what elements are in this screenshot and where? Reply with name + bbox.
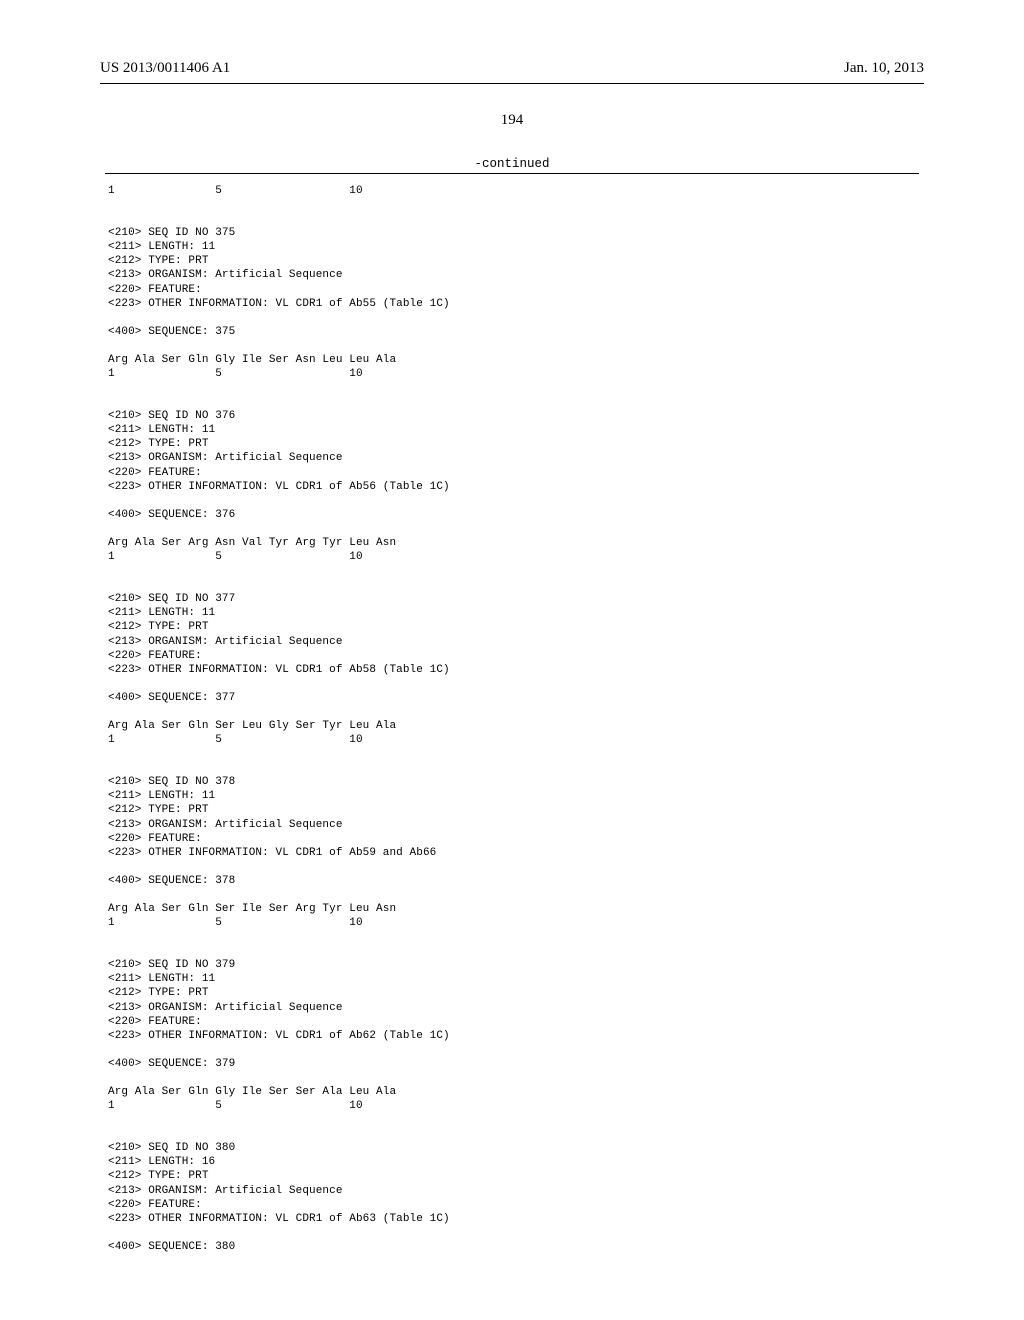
seq-label: <400> SEQUENCE: 380 — [108, 1241, 235, 1253]
seq-length: <211> LENGTH: 11 — [108, 424, 215, 436]
seq-num-10: 10 — [349, 1100, 362, 1112]
seq-length: <211> LENGTH: 11 — [108, 790, 215, 802]
seq-num-10: 10 — [349, 551, 362, 563]
seq-feature: <220> FEATURE: — [108, 833, 202, 845]
residual-num-1: 1 — [108, 185, 115, 197]
seq-num-1: 1 — [108, 368, 115, 380]
seq-id: <210> SEQ ID NO 375 — [108, 227, 235, 239]
seq-num-10: 10 — [349, 917, 362, 929]
seq-residues: Arg Ala Ser Gln Ser Ile Ser Arg Tyr Leu … — [108, 903, 396, 915]
seq-organism: <213> ORGANISM: Artificial Sequence — [108, 819, 343, 831]
seq-num-10: 10 — [349, 368, 362, 380]
seq-label: <400> SEQUENCE: 376 — [108, 509, 235, 521]
header-rule — [100, 83, 924, 84]
seq-residues: Arg Ala Ser Gln Gly Ile Ser Asn Leu Leu … — [108, 354, 396, 366]
seq-other-info: <223> OTHER INFORMATION: VL CDR1 of Ab59… — [108, 847, 436, 859]
seq-feature: <220> FEATURE: — [108, 1016, 202, 1028]
page-number: 194 — [100, 112, 924, 129]
seq-id: <210> SEQ ID NO 379 — [108, 959, 235, 971]
seq-id: <210> SEQ ID NO 377 — [108, 593, 235, 605]
seq-id: <210> SEQ ID NO 380 — [108, 1142, 235, 1154]
seq-other-info: <223> OTHER INFORMATION: VL CDR1 of Ab56… — [108, 481, 450, 493]
seq-num-1: 1 — [108, 734, 115, 746]
seq-feature: <220> FEATURE: — [108, 650, 202, 662]
seq-feature: <220> FEATURE: — [108, 1199, 202, 1211]
seq-type: <212> TYPE: PRT — [108, 438, 209, 450]
seq-type: <212> TYPE: PRT — [108, 987, 209, 999]
seq-type: <212> TYPE: PRT — [108, 255, 209, 267]
publication-number: US 2013/0011406 A1 — [100, 60, 230, 77]
seq-length: <211> LENGTH: 11 — [108, 607, 215, 619]
seq-other-info: <223> OTHER INFORMATION: VL CDR1 of Ab63… — [108, 1213, 450, 1225]
seq-organism: <213> ORGANISM: Artificial Sequence — [108, 1185, 343, 1197]
residual-num-5: 5 — [215, 185, 222, 197]
seq-num-5: 5 — [215, 734, 222, 746]
seq-num-1: 1 — [108, 551, 115, 563]
residual-num-10: 10 — [349, 185, 362, 197]
seq-label: <400> SEQUENCE: 377 — [108, 692, 235, 704]
sequence-listing: 1 5 10 <210> SEQ ID NO 375 <211> LENGTH:… — [108, 184, 924, 1254]
seq-organism: <213> ORGANISM: Artificial Sequence — [108, 269, 343, 281]
seq-num-5: 5 — [215, 1100, 222, 1112]
seq-organism: <213> ORGANISM: Artificial Sequence — [108, 636, 343, 648]
seq-num-5: 5 — [215, 368, 222, 380]
seq-num-1: 1 — [108, 1100, 115, 1112]
seq-residues: Arg Ala Ser Gln Gly Ile Ser Ser Ala Leu … — [108, 1086, 396, 1098]
seq-residues: Arg Ala Ser Arg Asn Val Tyr Arg Tyr Leu … — [108, 537, 396, 549]
seq-feature: <220> FEATURE: — [108, 467, 202, 479]
seq-id: <210> SEQ ID NO 376 — [108, 410, 235, 422]
seq-num-5: 5 — [215, 917, 222, 929]
seq-type: <212> TYPE: PRT — [108, 1170, 209, 1182]
seq-num-5: 5 — [215, 551, 222, 563]
seq-length: <211> LENGTH: 11 — [108, 241, 215, 253]
seq-length: <211> LENGTH: 16 — [108, 1156, 215, 1168]
seq-id: <210> SEQ ID NO 378 — [108, 776, 235, 788]
continued-label: -continued — [100, 157, 924, 171]
seq-label: <400> SEQUENCE: 379 — [108, 1058, 235, 1070]
seq-num-10: 10 — [349, 734, 362, 746]
seq-type: <212> TYPE: PRT — [108, 621, 209, 633]
seq-num-1: 1 — [108, 917, 115, 929]
seq-feature: <220> FEATURE: — [108, 284, 202, 296]
seq-residues: Arg Ala Ser Gln Ser Leu Gly Ser Tyr Leu … — [108, 720, 396, 732]
publication-date: Jan. 10, 2013 — [844, 60, 924, 77]
seq-type: <212> TYPE: PRT — [108, 804, 209, 816]
seq-other-info: <223> OTHER INFORMATION: VL CDR1 of Ab55… — [108, 298, 450, 310]
seq-label: <400> SEQUENCE: 375 — [108, 326, 235, 338]
patent-page: US 2013/0011406 A1 Jan. 10, 2013 194 -co… — [0, 0, 1024, 1320]
seq-organism: <213> ORGANISM: Artificial Sequence — [108, 1002, 343, 1014]
sequence-divider — [105, 173, 919, 174]
page-header: US 2013/0011406 A1 Jan. 10, 2013 — [100, 60, 924, 77]
seq-other-info: <223> OTHER INFORMATION: VL CDR1 of Ab62… — [108, 1030, 450, 1042]
seq-organism: <213> ORGANISM: Artificial Sequence — [108, 452, 343, 464]
seq-label: <400> SEQUENCE: 378 — [108, 875, 235, 887]
seq-length: <211> LENGTH: 11 — [108, 973, 215, 985]
seq-other-info: <223> OTHER INFORMATION: VL CDR1 of Ab58… — [108, 664, 450, 676]
